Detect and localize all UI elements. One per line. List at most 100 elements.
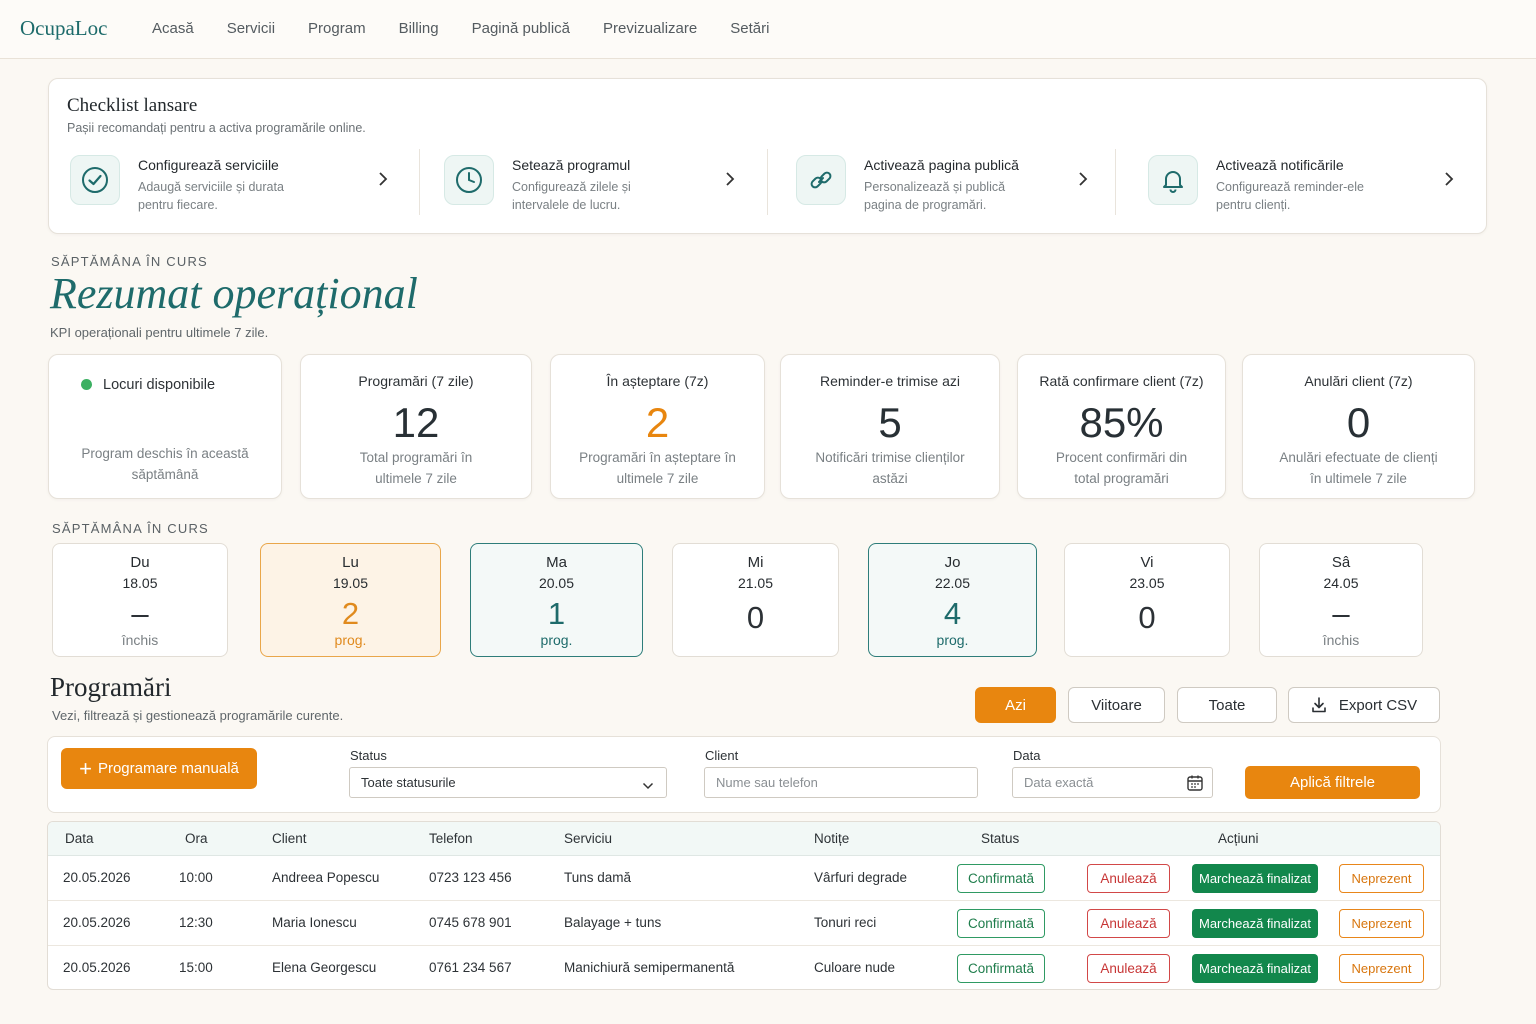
kpi-availability: Locuri disponibile Program deschis în ac… bbox=[48, 354, 282, 499]
clock-icon bbox=[444, 155, 494, 205]
no-show-button[interactable]: Neprezent bbox=[1339, 909, 1424, 938]
appointments-title: Programări bbox=[50, 672, 172, 702]
day-note: prog. bbox=[936, 632, 969, 648]
cell-date: 20.05.2026 bbox=[63, 960, 131, 975]
mark-done-button[interactable]: Marchează finalizat bbox=[1192, 954, 1318, 983]
date-filter-label: Data bbox=[1013, 748, 1041, 763]
day-card-sa[interactable]: Sâ 24.05 – închis bbox=[1259, 543, 1423, 657]
table-row: 20.05.2026 15:00 Elena Georgescu 0761 23… bbox=[48, 946, 1440, 989]
day-name: Sâ bbox=[1331, 554, 1351, 571]
day-date: 20.05 bbox=[538, 575, 575, 591]
day-card-du[interactable]: Du 18.05 – închis bbox=[52, 543, 228, 657]
table-row: 20.05.2026 12:30 Maria Ionescu 0745 678 … bbox=[48, 901, 1440, 946]
kpi-label: Locuri disponibile bbox=[103, 377, 216, 393]
cell-notes: Culoare nude bbox=[814, 960, 896, 975]
day-card-mi[interactable]: Mi 21.05 0 bbox=[672, 543, 839, 657]
kpi-cancellations: Anulări client (7z) 0 Anulări efectuate … bbox=[1242, 354, 1475, 499]
chevron-down-icon bbox=[642, 778, 654, 793]
cell-service: Balayage + tuns bbox=[564, 915, 662, 930]
plus-icon: + bbox=[79, 755, 92, 781]
client-search-input[interactable]: Nume sau telefon bbox=[704, 767, 978, 798]
day-value: 1 bbox=[547, 596, 566, 631]
day-card-lu[interactable]: Lu 19.05 2 prog. bbox=[260, 543, 441, 657]
kpi-label: Anulări client (7z) bbox=[1304, 373, 1413, 389]
cancel-button[interactable]: Anulează bbox=[1087, 909, 1170, 938]
date-placeholder: Data exactă bbox=[1024, 775, 1094, 790]
nav-item-setari[interactable]: Setări bbox=[730, 20, 770, 37]
day-card-ma[interactable]: Ma 20.05 1 prog. bbox=[470, 543, 643, 657]
day-value: – bbox=[1332, 596, 1350, 631]
mark-done-button[interactable]: Marchează finalizat bbox=[1192, 864, 1318, 893]
date-input[interactable]: Data exactă bbox=[1012, 767, 1213, 798]
cancel-button[interactable]: Anulează bbox=[1087, 954, 1170, 983]
checklist-step-services[interactable]: Configurează serviciile Adaugă serviciil… bbox=[70, 153, 400, 215]
table-row: 20.05.2026 10:00 Andreea Popescu 0723 12… bbox=[48, 856, 1440, 901]
step-desc: Personalizează și publică pagina de prog… bbox=[864, 180, 1006, 212]
segment-viitoare[interactable]: Viitoare bbox=[1068, 687, 1165, 723]
day-card-vi[interactable]: Vi 23.05 0 bbox=[1064, 543, 1230, 657]
launch-checklist: Checklist lansare Pașii recomandați pent… bbox=[48, 78, 1487, 234]
nav-item-pagina-publica[interactable]: Pagină publică bbox=[471, 20, 571, 37]
day-name: Vi bbox=[1140, 554, 1154, 571]
checklist-subtitle: Pașii recomandați pentru a activa progra… bbox=[67, 121, 366, 135]
day-note: prog. bbox=[334, 632, 367, 648]
status-select-value: Toate statusurile bbox=[361, 775, 456, 790]
appointments-subtitle: Vezi, filtrează și gestionează programăr… bbox=[52, 708, 344, 723]
step-desc: Configurează zilele și intervalele de lu… bbox=[512, 180, 631, 212]
checklist-step-public-page[interactable]: Activează pagina publică Personalizează … bbox=[796, 153, 1096, 215]
cancel-button[interactable]: Anulează bbox=[1087, 864, 1170, 893]
apply-filters-button[interactable]: Aplică filtrele bbox=[1245, 766, 1420, 799]
chevron-right-icon bbox=[725, 171, 735, 192]
mark-done-button[interactable]: Marchează finalizat bbox=[1192, 909, 1318, 938]
status-badge: Confirmată bbox=[957, 954, 1045, 983]
cell-notes: Tonuri reci bbox=[814, 915, 877, 930]
brand-logo[interactable]: OcupaLoc bbox=[20, 16, 108, 40]
cell-phone: 0723 123 456 bbox=[429, 870, 512, 885]
status-select[interactable]: Toate statusurile bbox=[349, 767, 667, 798]
manual-appointment-button[interactable]: + Programare manuală bbox=[61, 748, 257, 789]
cell-phone: 0761 234 567 bbox=[429, 960, 512, 975]
segment-azi[interactable]: Azi bbox=[975, 687, 1056, 723]
filters-bar: + Programare manuală Status Toate status… bbox=[47, 736, 1441, 813]
checklist-step-schedule[interactable]: Setează programul Configurează zilele și… bbox=[444, 153, 744, 215]
kpi-desc: Total programări în ultimele 7 zile bbox=[359, 450, 473, 486]
status-filter-label: Status bbox=[350, 748, 387, 763]
kpi-label: În așteptare (7z) bbox=[606, 373, 709, 389]
cell-service: Tuns damă bbox=[564, 870, 632, 885]
day-name: Ma bbox=[546, 554, 567, 571]
day-value: 0 bbox=[1138, 600, 1156, 635]
nav-item-billing[interactable]: Billing bbox=[398, 20, 439, 37]
day-note: prog. bbox=[540, 632, 573, 648]
checklist-step-notifications[interactable]: Activează notificările Configurează remi… bbox=[1148, 153, 1458, 215]
step-desc: Adaugă serviciile și durata pentru fieca… bbox=[138, 180, 284, 212]
check-circle-icon bbox=[70, 155, 120, 205]
summary-subtitle: KPI operaționali pentru ultimele 7 zile. bbox=[50, 325, 269, 340]
table-header: Data Ora Client Telefon Serviciu Notițe … bbox=[48, 822, 1440, 856]
segment-toate[interactable]: Toate bbox=[1177, 687, 1277, 723]
status-dot-icon bbox=[81, 379, 92, 390]
nav-item-program[interactable]: Program bbox=[308, 20, 366, 37]
col-data: Data bbox=[65, 831, 94, 846]
no-show-button[interactable]: Neprezent bbox=[1339, 864, 1424, 893]
nav-item-previzualizare[interactable]: Previzualizare bbox=[603, 20, 698, 37]
kpi-appointments: Programări (7 zile) 12 Total programări … bbox=[300, 354, 532, 499]
status-badge: Confirmată bbox=[957, 909, 1045, 938]
day-name: Du bbox=[130, 554, 150, 571]
cell-date: 20.05.2026 bbox=[63, 915, 131, 930]
nav-item-acasa[interactable]: Acasă bbox=[152, 20, 194, 37]
cell-date: 20.05.2026 bbox=[63, 870, 131, 885]
chevron-right-icon bbox=[378, 171, 388, 192]
manual-label: Programare manuală bbox=[97, 760, 239, 777]
cell-time: 15:00 bbox=[179, 960, 213, 975]
kpi-desc: Anulări efectuate de clienți în ultimele… bbox=[1279, 450, 1438, 486]
kpi-reminders: Reminder-e trimise azi 5 Notificări trim… bbox=[780, 354, 1000, 499]
kpi-label: Rată confirmare client (7z) bbox=[1039, 373, 1204, 389]
nav-item-servicii[interactable]: Servicii bbox=[226, 20, 276, 37]
export-csv-button[interactable]: Export CSV bbox=[1288, 687, 1440, 723]
nav-menu: Acasă Servicii Program Billing Pagină pu… bbox=[152, 20, 802, 37]
divider bbox=[767, 149, 768, 215]
download-icon bbox=[1311, 697, 1327, 713]
no-show-button[interactable]: Neprezent bbox=[1339, 954, 1424, 983]
col-status: Status bbox=[981, 831, 1020, 846]
day-card-jo[interactable]: Jo 22.05 4 prog. bbox=[868, 543, 1037, 657]
